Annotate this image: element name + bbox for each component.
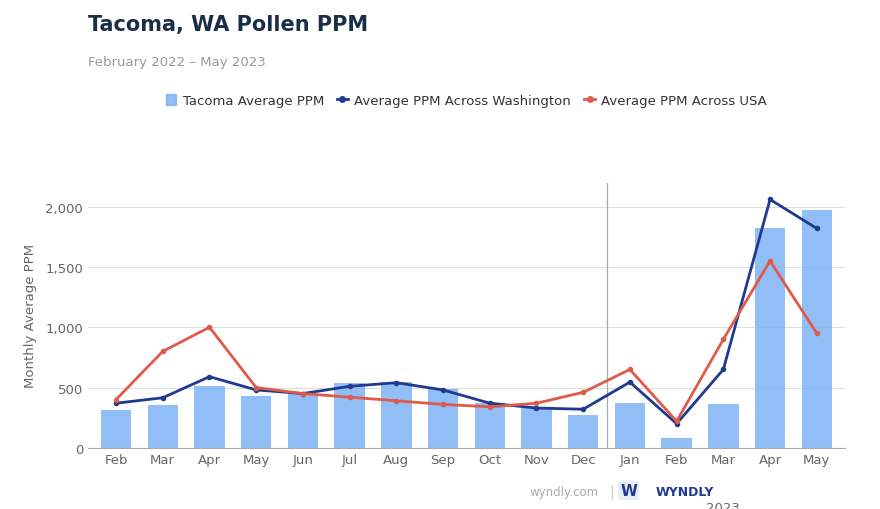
Bar <box>428 389 458 448</box>
Text: 2023: 2023 <box>707 500 740 509</box>
Bar <box>101 411 131 448</box>
Text: WYNDLY: WYNDLY <box>656 485 714 498</box>
Bar <box>194 386 224 448</box>
Text: wyndly.com: wyndly.com <box>529 485 598 498</box>
Bar <box>662 438 692 448</box>
Text: Tacoma, WA Pollen PPM: Tacoma, WA Pollen PPM <box>88 15 368 35</box>
Text: February 2022 – May 2023: February 2022 – May 2023 <box>88 56 266 69</box>
Y-axis label: Monthly Average PPM: Monthly Average PPM <box>24 244 37 387</box>
Text: |: | <box>609 484 614 498</box>
Bar <box>288 394 318 448</box>
Bar <box>755 229 785 448</box>
Bar <box>708 405 738 448</box>
Bar <box>615 404 645 448</box>
Bar <box>474 404 505 448</box>
Bar <box>334 383 365 448</box>
Bar <box>381 382 412 448</box>
Bar <box>241 396 271 448</box>
Bar <box>148 405 178 448</box>
Legend: Tacoma Average PPM, Average PPM Across Washington, Average PPM Across USA: Tacoma Average PPM, Average PPM Across W… <box>160 89 773 113</box>
Bar <box>568 415 598 448</box>
Bar <box>802 211 832 448</box>
Bar <box>521 407 552 448</box>
Text: W: W <box>620 483 637 498</box>
